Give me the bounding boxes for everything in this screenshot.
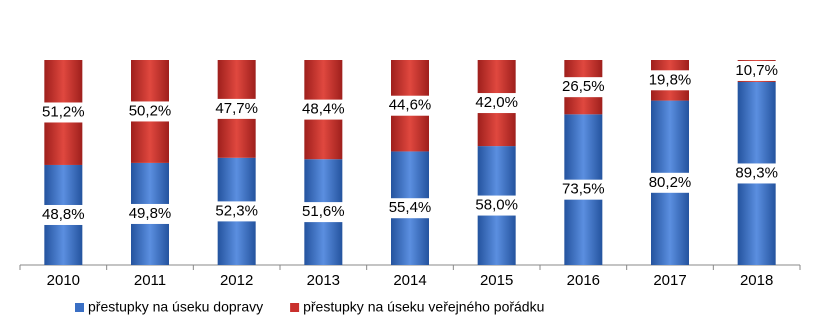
data-label: 80,2%	[649, 174, 692, 191]
data-label: 48,8%	[42, 206, 85, 223]
data-label: 89,3%	[735, 164, 778, 181]
data-label: 48,4%	[302, 101, 345, 118]
x-tick-label: 2016	[567, 272, 600, 289]
data-label: 51,2%	[42, 103, 85, 120]
legend-swatch	[290, 303, 300, 312]
data-label: 44,6%	[389, 97, 432, 114]
x-tick-label: 2014	[393, 272, 426, 289]
data-label: 47,7%	[215, 100, 258, 117]
data-label-bg	[124, 101, 176, 122]
data-label-bg	[644, 70, 696, 91]
data-label: 42,0%	[475, 94, 518, 111]
data-label-bg	[297, 202, 350, 223]
data-label-bg	[297, 99, 350, 120]
data-label: 19,8%	[649, 71, 692, 88]
data-label: 50,2%	[129, 102, 172, 119]
data-label-bg	[384, 198, 436, 219]
data-label-bg	[124, 203, 176, 224]
legend-swatch	[75, 303, 84, 312]
x-tick-label: 2011	[134, 272, 166, 289]
data-label: 58,0%	[475, 197, 518, 214]
x-tick-label: 2017	[653, 272, 686, 289]
data-label: 73,5%	[562, 181, 605, 198]
data-label-bg	[557, 179, 610, 200]
data-label-bg	[730, 60, 783, 81]
x-tick-label: 2012	[220, 272, 253, 289]
legend-label: přestupky na úseku dopravy	[88, 299, 263, 315]
data-label-bg	[644, 172, 696, 193]
data-label-bg	[557, 77, 610, 98]
data-label: 51,6%	[302, 203, 345, 220]
data-label-bg	[470, 93, 523, 114]
data-label-bg	[37, 102, 90, 123]
data-label-bg	[730, 163, 783, 184]
data-label-bg	[37, 204, 90, 225]
data-label: 49,8%	[129, 205, 172, 222]
data-label-bg	[210, 201, 263, 222]
x-tick-label: 2015	[480, 272, 513, 289]
x-tick-label: 2018	[740, 272, 773, 289]
data-label: 55,4%	[389, 199, 432, 216]
data-label-bg	[210, 98, 263, 119]
data-label: 52,3%	[215, 202, 258, 219]
x-tick-label: 2010	[47, 272, 80, 289]
data-label: 26,5%	[562, 78, 605, 95]
data-label: 10,7%	[735, 62, 778, 79]
x-tick-label: 2013	[307, 272, 340, 289]
data-label-bg	[470, 195, 523, 216]
data-label-bg	[384, 95, 436, 116]
legend-label: přestupky na úseku veřejného pořádku	[303, 299, 544, 315]
